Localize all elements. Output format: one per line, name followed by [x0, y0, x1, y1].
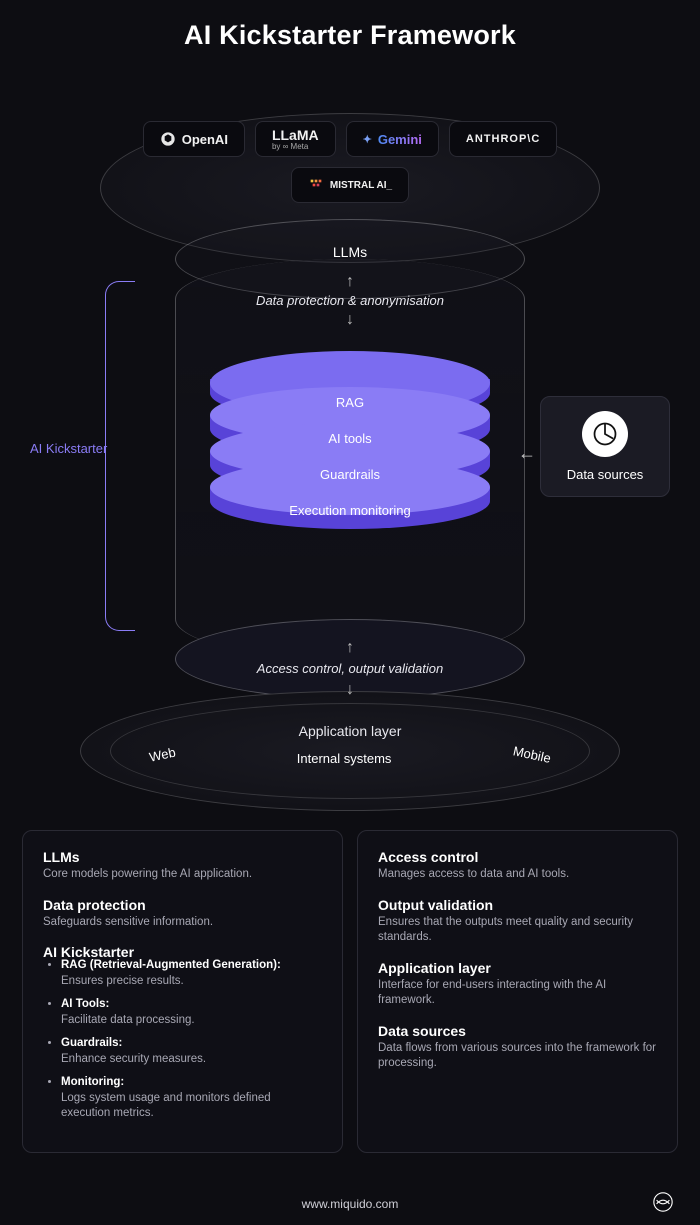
- legend-right: Access control Manages access to data an…: [357, 830, 678, 1153]
- llms-label: LLMs: [333, 244, 367, 260]
- miquido-logo-icon: [652, 1191, 674, 1213]
- llm-provider-badges: OpenAI LLaMA by ∞ Meta ✦ Gemini ANTHROP\…: [120, 121, 580, 203]
- arrow-down-icon: ↓: [346, 311, 354, 329]
- data-sources-card: Data sources: [540, 396, 670, 497]
- legend-h-llms: LLMs: [43, 849, 322, 865]
- legend-h-access: Access control: [378, 849, 657, 865]
- legend-h-applayer: Application layer: [378, 960, 657, 976]
- legend-p-dataprot: Safeguards sensitive information.: [43, 915, 322, 931]
- sparkle-icon: ✦: [363, 133, 372, 146]
- legend-h-output: Output validation: [378, 897, 657, 913]
- legend-p-access: Manages access to data and AI tools.: [378, 867, 657, 883]
- ai-kickstarter-label: AI Kickstarter: [30, 441, 107, 456]
- badge-gemini: ✦ Gemini: [346, 121, 439, 157]
- legend-p-llms: Core models powering the AI application.: [43, 867, 322, 883]
- component-stack: RAG AI tools Guardrails Execution monito…: [210, 351, 490, 531]
- access-control-label: Access control, output validation: [257, 661, 443, 676]
- arrow-up-icon: ↑: [346, 639, 354, 657]
- page-title: AI Kickstarter Framework: [0, 0, 700, 51]
- legend-p-output: Ensures that the outputs meet quality an…: [378, 915, 657, 946]
- legend-p-applayer: Interface for end-users interacting with…: [378, 978, 657, 1009]
- legend-panels: LLMs Core models powering the AI applica…: [22, 830, 678, 1153]
- legend-p-datasrc: Data flows from various sources into the…: [378, 1041, 657, 1072]
- legend-h-datasrc: Data sources: [378, 1023, 657, 1039]
- data-protection-label: Data protection & anonymisation: [256, 293, 444, 308]
- application-layer-label: Application layer: [299, 723, 402, 739]
- badge-mistral: MISTRAL AI_: [291, 167, 409, 203]
- legend-h-dataprot: Data protection: [43, 897, 322, 913]
- openai-icon: [160, 131, 176, 147]
- arrow-left-icon: ←: [518, 443, 536, 464]
- badge-anthropic: ANTHROP\C: [449, 121, 557, 157]
- application-segments: Web Internal systems Mobile: [110, 751, 590, 766]
- brace-decoration: [105, 281, 135, 631]
- pie-chart-icon: [582, 411, 628, 457]
- segment-internal: Internal systems: [297, 751, 392, 766]
- arrow-down-icon: ↓: [346, 681, 354, 699]
- badge-openai: OpenAI: [143, 121, 245, 157]
- arrow-up-icon: ↑: [346, 273, 354, 291]
- legend-list-kickstarter: RAG (Retrieval-Augmented Generation):Ens…: [43, 958, 322, 1122]
- mistral-icon: [308, 177, 324, 193]
- badge-llama: LLaMA by ∞ Meta: [255, 121, 336, 157]
- legend-left: LLMs Core models powering the AI applica…: [22, 830, 343, 1153]
- framework-diagram: OpenAI LLaMA by ∞ Meta ✦ Gemini ANTHROP\…: [0, 51, 700, 811]
- footer-url: www.miquido.com: [0, 1197, 700, 1211]
